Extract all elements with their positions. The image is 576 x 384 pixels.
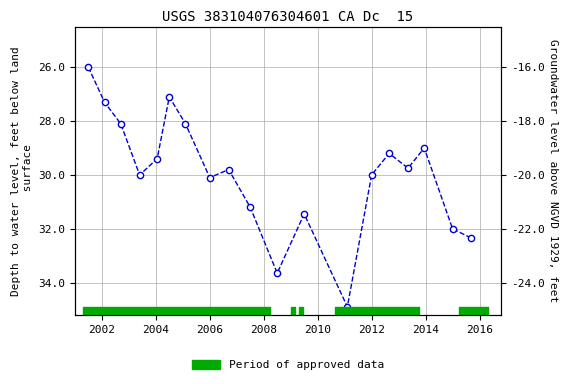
Legend: Period of approved data: Period of approved data xyxy=(188,356,388,375)
Y-axis label: Depth to water level, feet below land
 surface: Depth to water level, feet below land su… xyxy=(11,46,33,296)
Title: USGS 383104076304601 CA Dc  15: USGS 383104076304601 CA Dc 15 xyxy=(162,10,414,24)
Y-axis label: Groundwater level above NGVD 1929, feet: Groundwater level above NGVD 1929, feet xyxy=(548,39,559,303)
